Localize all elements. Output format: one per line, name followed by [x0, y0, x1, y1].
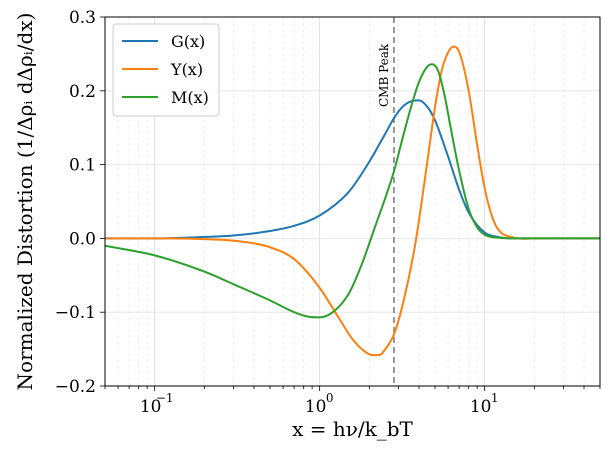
axis-ticks: 10−1 10 0 10 1−0.2−0.10.00.10.20.3	[55, 8, 601, 417]
x-axis-title: x = hν/k_bT	[292, 417, 413, 441]
cmb-peak-label: CMB Peak	[377, 43, 391, 107]
legend-box	[112, 23, 220, 117]
y-tick-label: 0.3	[69, 8, 96, 28]
x-tick-exponent: −1	[156, 391, 174, 405]
y-tick-label: 0.0	[69, 229, 96, 249]
x-tick-exponent: 1	[491, 391, 499, 405]
x-tick-label: 10	[305, 397, 327, 417]
legend-label: Y(x)	[170, 60, 203, 79]
legend: G(x) Y(x) M(x)	[112, 23, 220, 117]
m-x-series-line	[105, 63, 600, 319]
y-tick-label: 0.1	[69, 156, 96, 176]
plot-frame	[104, 16, 601, 387]
x-tick-label: 10	[140, 397, 162, 417]
x-tick-label: 10	[470, 397, 492, 417]
y-axis-title: Normalized Distortion (1/Δρᵢ dΔρᵢ/dx)	[13, 13, 37, 391]
legend-label: G(x)	[171, 32, 205, 51]
series-lines	[105, 45, 600, 357]
g-x-series-line	[105, 99, 600, 240]
y-tick-label: −0.2	[55, 377, 96, 397]
legend-label: M(x)	[171, 88, 209, 107]
y-tick-label: −0.1	[55, 303, 96, 323]
x-tick-exponent: 0	[326, 391, 334, 405]
y-x-series-line	[105, 45, 600, 357]
y-tick-label: 0.2	[69, 82, 96, 102]
cmb-peak-marker: CMB Peak	[377, 17, 395, 386]
